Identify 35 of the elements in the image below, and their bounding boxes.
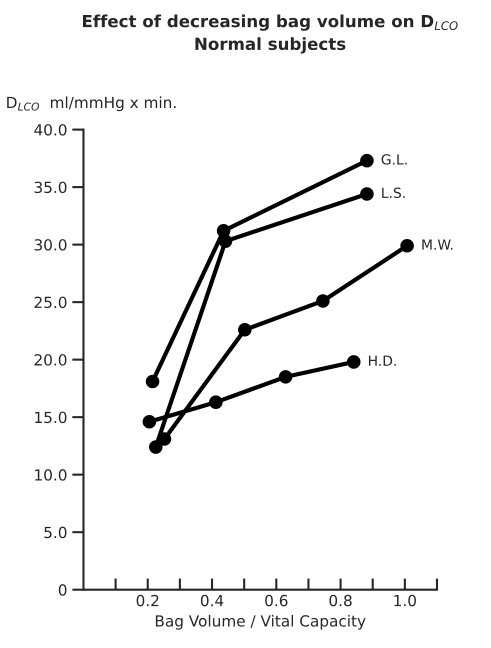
series-label: L.S. xyxy=(382,188,405,198)
x-tick-label: 0.4 xyxy=(200,594,224,606)
point xyxy=(360,187,374,201)
point xyxy=(346,355,361,369)
y-tick-label: 5.0 xyxy=(44,526,66,538)
y-axis-title: D$_{LCO}$ ml/mmHg x min. xyxy=(7,96,176,112)
series-label: G.L. xyxy=(382,154,407,165)
point xyxy=(278,370,292,384)
point xyxy=(316,294,330,308)
series-label: M.W. xyxy=(422,239,452,250)
x-tick-label: 0.8 xyxy=(329,594,352,606)
y-tick-label: 20.0 xyxy=(34,354,66,366)
y-tick-label: 35.0 xyxy=(34,182,66,194)
point xyxy=(209,395,223,409)
series-label: H.D. xyxy=(369,356,396,366)
x-tick-label: 0.6 xyxy=(265,594,288,606)
y-tick-label: 25.0 xyxy=(34,296,66,308)
y-tick-label: 40.0 xyxy=(34,124,66,136)
x-axis-title: Bag Volume / Vital Capacity xyxy=(156,614,366,630)
y-tick-label: 15.0 xyxy=(35,412,66,424)
x-tick-label: 1.0 xyxy=(394,594,416,606)
x-tick-label: 0.2 xyxy=(136,594,158,606)
point xyxy=(218,234,232,248)
y-tick-label: 30.0 xyxy=(34,239,66,251)
point xyxy=(142,414,156,429)
point xyxy=(360,154,374,168)
chart-subtitle: Normal subjects xyxy=(195,37,346,54)
point xyxy=(149,440,163,454)
point xyxy=(146,374,160,388)
chart-title: Effect of decreasing bag volume on D$_{LCO}$ xyxy=(83,14,458,31)
point xyxy=(158,432,172,446)
point xyxy=(400,239,414,253)
y-tick-label: 10.0 xyxy=(35,469,66,481)
point xyxy=(238,322,252,337)
y-tick-label: 0 xyxy=(58,584,66,596)
